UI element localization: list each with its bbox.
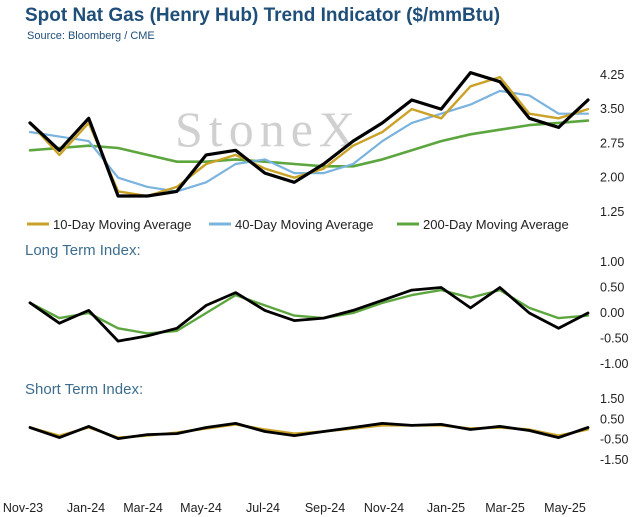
y-tick-label: 0.00: [600, 306, 624, 320]
x-axis: Nov-23 Jan-24 Mar-24 May-24 Jul-24 Sep-24 Nov-…: [3, 501, 586, 515]
y-tick-label: 3.50: [600, 102, 624, 116]
price-panel: 4.25 3.50 2.75 2.00 1.25: [28, 68, 624, 219]
series-line-long_index: [28, 286, 590, 343]
y-tick-label: 0.50: [600, 412, 624, 426]
legend-label-ma10: 10-Day Moving Average: [53, 217, 192, 232]
long-term-index-panel: 1.00 0.50 0.00 -0.50 -1.00: [28, 255, 629, 371]
legend-label-ma200: 200-Day Moving Average: [423, 217, 569, 232]
short-term-index-label: Short Term Index:: [25, 381, 143, 398]
x-tick-label: Jul-24: [246, 501, 280, 515]
y-tick-label: 1.50: [600, 392, 624, 406]
y-tick-label: -1.00: [600, 357, 629, 371]
x-tick-label: Jan-25: [427, 501, 465, 515]
x-tick-label: Jan-24: [67, 501, 105, 515]
x-tick-label: May-25: [544, 501, 586, 515]
y-tick-label: 0.50: [600, 281, 624, 295]
legend-label-ma40: 40-Day Moving Average: [235, 217, 374, 232]
y-tick-label: 2.75: [600, 136, 624, 150]
x-tick-label: Sep-24: [305, 501, 345, 515]
x-tick-label: Nov-24: [364, 501, 404, 515]
long-term-index-label: Long Term Index:: [25, 242, 141, 259]
series-line-ma200: [28, 119, 590, 168]
x-tick-label: Nov-23: [3, 501, 43, 515]
stonex-watermark: StoneX: [175, 101, 361, 157]
y-tick-label: 2.00: [600, 171, 624, 185]
y-tick-label: 1.25: [600, 205, 624, 219]
x-tick-label: May-24: [180, 501, 222, 515]
y-tick-label: -0.50: [600, 433, 629, 447]
series-line-price: [28, 70, 590, 198]
y-tick-label: 4.25: [600, 68, 624, 82]
chart-title: Spot Nat Gas (Henry Hub) Trend Indicator…: [25, 5, 501, 26]
short-term-index-panel: 1.50 0.50 -0.50 -1.50: [28, 392, 629, 467]
x-tick-label: Mar-24: [123, 501, 163, 515]
y-tick-label: 1.00: [600, 255, 624, 269]
series-line-long_index_ma: [28, 288, 590, 335]
legend: 10-Day Moving Average 40-Day Moving Aver…: [27, 217, 569, 232]
series-line-short_index: [28, 421, 590, 441]
y-tick-label: -1.50: [600, 453, 629, 467]
x-tick-label: Mar-25: [485, 501, 525, 515]
y-tick-label: -0.50: [600, 332, 629, 346]
chart-subtitle: Source: Bloomberg / CME: [27, 30, 155, 42]
